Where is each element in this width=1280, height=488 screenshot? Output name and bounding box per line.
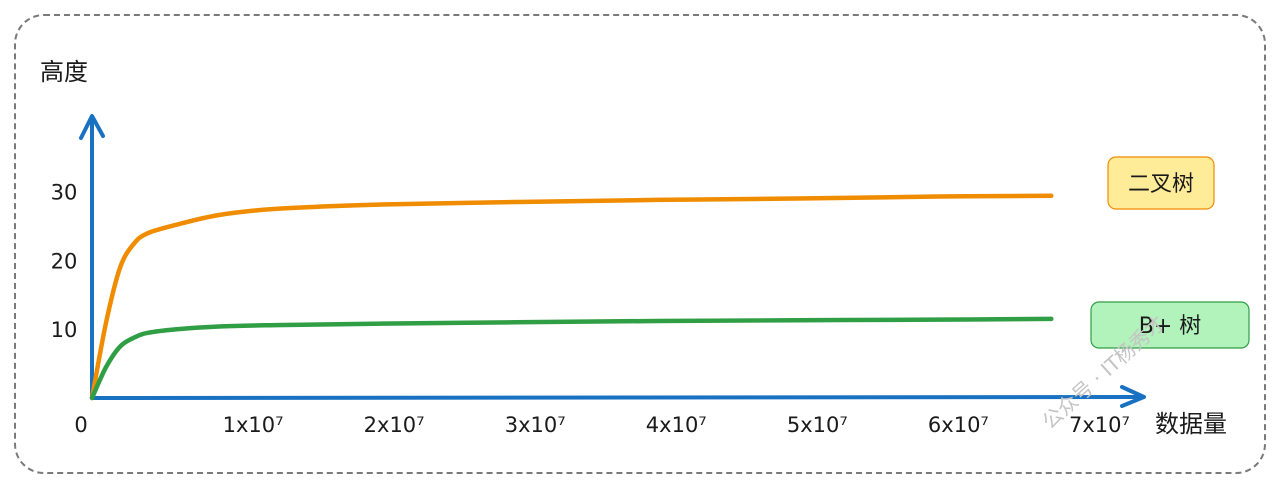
x-axis-label: 数据量: [1155, 410, 1227, 438]
y-tick-label: 30: [51, 181, 78, 205]
legend-box-1: [1090, 301, 1250, 349]
series-lines: [89, 193, 1054, 401]
y-tick-label: 10: [51, 318, 78, 342]
x-tick-label: 4x10⁷: [646, 413, 707, 437]
x-tick-label: 6x10⁷: [928, 413, 989, 437]
chart-frame: [14, 14, 1266, 474]
legend-label-1: B+ 树: [1139, 314, 1202, 339]
x-tick-label: 7x10⁷: [1069, 413, 1130, 437]
x-tick-label: 0: [74, 413, 87, 437]
legend-box-0: [1107, 156, 1215, 210]
y-tick-labels: 10 20 30: [51, 181, 78, 343]
x-tick-label: 5x10⁷: [787, 413, 848, 437]
series-line-1: [89, 316, 1054, 401]
y-tick-label: 20: [51, 249, 78, 273]
x-axis-arrowhead: [1120, 385, 1146, 408]
legend-label-0: 二叉树: [1128, 172, 1194, 197]
x-tick-label: 3x10⁷: [505, 413, 566, 437]
legend: 二叉树 B+ 树: [1090, 156, 1250, 349]
axes: [79, 114, 1146, 408]
x-tick-labels: 0 1x10⁷ 2x10⁷ 3x10⁷ 4x10⁷ 5x10⁷ 6x10⁷ 7x10⁷: [74, 413, 1130, 437]
y-axis-label: 高度: [40, 58, 88, 86]
x-tick-label: 1x10⁷: [223, 413, 284, 437]
x-tick-label: 2x10⁷: [364, 413, 425, 437]
y-axis-arrowhead: [79, 114, 105, 140]
x-axis: [90, 395, 1144, 400]
series-line-0: [89, 193, 1054, 401]
